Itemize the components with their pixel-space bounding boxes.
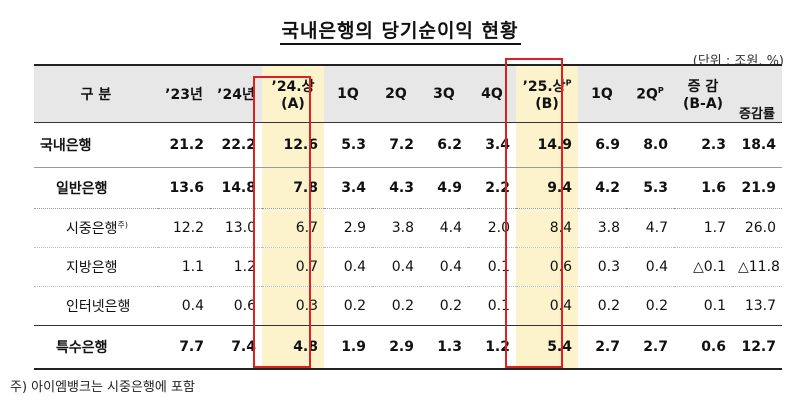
cell: 8.0 bbox=[626, 122, 674, 168]
cell: 1.6 bbox=[674, 167, 732, 209]
cell: 14.9 bbox=[516, 122, 578, 168]
cell: 2.7 bbox=[578, 325, 626, 370]
cell: 0.4 bbox=[372, 247, 420, 287]
cell: 5.4 bbox=[516, 325, 578, 370]
cell: 4.9 bbox=[420, 167, 468, 209]
cell: 6.7 bbox=[262, 208, 324, 248]
bank-net-income-table: 구 분 ’23년 ’24년 ’24.상 (A) 1Q 2Q 3Q 4Q ’25.상… bbox=[34, 64, 782, 370]
header-rate: 증감률 bbox=[732, 65, 782, 123]
cell: 12.2 bbox=[158, 208, 210, 248]
cell: 7.2 bbox=[372, 122, 420, 168]
cell: 0.2 bbox=[420, 286, 468, 326]
cell: 2.3 bbox=[674, 122, 732, 168]
row-label: 지방은행 bbox=[34, 247, 158, 287]
cell: 3.4 bbox=[324, 167, 372, 209]
cell: 3.8 bbox=[578, 208, 626, 248]
highlight-box-2024-h1 bbox=[253, 76, 311, 368]
header-q1b: 1Q bbox=[578, 65, 626, 123]
cell: 0.2 bbox=[372, 286, 420, 326]
header-category: 구 분 bbox=[34, 65, 158, 123]
cell: 7.7 bbox=[158, 325, 210, 370]
cell: 0.1 bbox=[468, 286, 516, 326]
cell: 0.3 bbox=[578, 247, 626, 287]
header-row: 구 분 ’23년 ’24년 ’24.상 (A) 1Q 2Q 3Q 4Q ’25.상… bbox=[34, 65, 782, 123]
cell: 2.2 bbox=[468, 167, 516, 209]
header-q1: 1Q bbox=[324, 65, 372, 123]
cell: 13.7 bbox=[732, 286, 782, 326]
header-q2: 2Q bbox=[372, 65, 420, 123]
row-label: 특수은행 bbox=[34, 325, 158, 370]
cell: 1.9 bbox=[324, 325, 372, 370]
cell: 0.4 bbox=[516, 286, 578, 326]
cell: 1.3 bbox=[420, 325, 468, 370]
header-diff: 증 감 (B-A) bbox=[674, 65, 732, 123]
header-q3: 3Q bbox=[420, 65, 468, 123]
cell: 12.7 bbox=[732, 325, 782, 370]
cell: 0.1 bbox=[468, 247, 516, 287]
cell: 0.2 bbox=[578, 286, 626, 326]
table-row: 특수은행 7.7 7.4 4.8 1.9 2.9 1.3 1.2 5.4 2.7… bbox=[34, 325, 782, 370]
cell: 4.4 bbox=[420, 208, 468, 248]
header-2023: ’23년 bbox=[158, 65, 210, 123]
cell: 0.4 bbox=[158, 286, 210, 326]
highlight-box-2025-h1 bbox=[505, 58, 563, 368]
table-row: 국내은행 21.2 22.2 12.6 5.3 7.2 6.2 3.4 14.9… bbox=[34, 122, 782, 168]
cell: 4.7 bbox=[626, 208, 674, 248]
cell: 0.1 bbox=[674, 286, 732, 326]
cell: 0.3 bbox=[262, 286, 324, 326]
header-q4: 4Q bbox=[468, 65, 516, 123]
cell: 3.4 bbox=[468, 122, 516, 168]
cell: 6.9 bbox=[578, 122, 626, 168]
cell: 0.6 bbox=[674, 325, 732, 370]
cell: 18.4 bbox=[732, 122, 782, 168]
header-2024-h1: ’24.상 (A) bbox=[262, 65, 324, 123]
cell: 0.6 bbox=[516, 247, 578, 287]
cell: 0.4 bbox=[324, 247, 372, 287]
table-row: 시중은행주) 12.2 13.0 6.7 2.9 3.8 4.4 2.0 8.4… bbox=[34, 208, 782, 248]
cell: 7.8 bbox=[262, 167, 324, 209]
row-label: 일반은행 bbox=[34, 167, 158, 209]
table-row: 인터넷은행 0.4 0.6 0.3 0.2 0.2 0.2 0.1 0.4 0.… bbox=[34, 286, 782, 326]
row-label: 국내은행 bbox=[34, 122, 158, 168]
row-label: 인터넷은행 bbox=[34, 286, 158, 326]
cell: 3.8 bbox=[372, 208, 420, 248]
cell: 26.0 bbox=[732, 208, 782, 248]
header-q2b: 2QP bbox=[626, 65, 674, 123]
cell: 6.2 bbox=[420, 122, 468, 168]
cell: 5.3 bbox=[626, 167, 674, 209]
cell: 0.4 bbox=[626, 247, 674, 287]
cell: 8.4 bbox=[516, 208, 578, 248]
table-row: 일반은행 13.6 14.8 7.8 3.4 4.3 4.9 2.2 9.4 4… bbox=[34, 167, 782, 209]
cell: 4.3 bbox=[372, 167, 420, 209]
cell: 4.8 bbox=[262, 325, 324, 370]
header-2025-h1: ’25.상P (B) bbox=[516, 65, 578, 123]
cell: 21.9 bbox=[732, 167, 782, 209]
cell: 2.7 bbox=[626, 325, 674, 370]
cell: 0.4 bbox=[420, 247, 468, 287]
cell: 21.2 bbox=[158, 122, 210, 168]
table-row: 지방은행 1.1 1.2 0.7 0.4 0.4 0.4 0.1 0.6 0.3… bbox=[34, 247, 782, 287]
cell: 0.2 bbox=[626, 286, 674, 326]
cell: 0.7 bbox=[262, 247, 324, 287]
cell: 13.6 bbox=[158, 167, 210, 209]
cell: △11.8 bbox=[732, 247, 782, 287]
footnote: 주) 아이엠뱅크는 시중은행에 포함 bbox=[10, 380, 195, 395]
cell: 9.4 bbox=[516, 167, 578, 209]
cell: 2.9 bbox=[324, 208, 372, 248]
cell: 5.3 bbox=[324, 122, 372, 168]
cell: 2.0 bbox=[468, 208, 516, 248]
cell: 0.2 bbox=[324, 286, 372, 326]
cell: 4.2 bbox=[578, 167, 626, 209]
cell: 1.2 bbox=[468, 325, 516, 370]
cell: 2.9 bbox=[372, 325, 420, 370]
cell: △0.1 bbox=[674, 247, 732, 287]
cell: 1.1 bbox=[158, 247, 210, 287]
cell: 1.7 bbox=[674, 208, 732, 248]
table-title: 국내은행의 당기순이익 현황 bbox=[0, 16, 800, 45]
row-label: 시중은행주) bbox=[34, 208, 158, 248]
